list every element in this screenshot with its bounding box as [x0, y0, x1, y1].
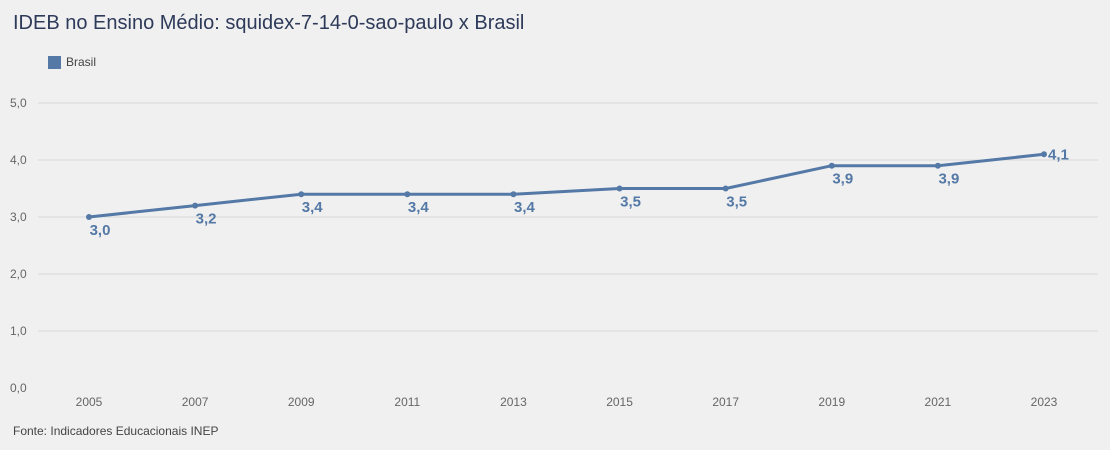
x-tick-label: 2019 [818, 395, 845, 409]
x-tick-label: 2015 [606, 395, 633, 409]
x-tick-label: 2023 [1031, 395, 1058, 409]
legend-label-brasil: Brasil [66, 55, 97, 69]
x-tick-label: 2013 [500, 395, 527, 409]
data-label: 4,1 [1048, 146, 1069, 163]
data-label: 3,4 [302, 199, 324, 216]
x-tick-label: 2007 [182, 395, 209, 409]
y-tick-label: 4,0 [10, 153, 27, 167]
data-point [298, 191, 305, 198]
data-label: 3,5 [726, 194, 747, 211]
data-label: 3,9 [832, 171, 853, 188]
x-tick-label: 2011 [394, 395, 420, 409]
data-labels: 3,0 3,2 3,4 3,4 3,4 3,5 3,5 3,9 3,9 4,1 [90, 146, 1069, 239]
x-tick-label: 2005 [76, 395, 103, 409]
legend-swatch-brasil [48, 55, 61, 69]
x-tick-label: 2017 [712, 395, 739, 409]
data-point [192, 202, 199, 209]
data-point [828, 162, 835, 169]
series-brasil [86, 151, 1047, 220]
x-tick-label: 2009 [288, 395, 315, 409]
data-point [510, 191, 517, 198]
x-tick-label: 2021 [925, 395, 952, 409]
y-tick-labels: 0,0 1,0 2,0 3,0 4,0 5,0 [10, 96, 27, 395]
y-tick-label: 0,0 [10, 381, 27, 395]
data-label: 3,4 [408, 199, 430, 216]
data-point [1041, 151, 1047, 158]
y-tick-label: 1,0 [10, 324, 27, 338]
legend: Brasil [48, 55, 96, 69]
data-point [616, 185, 623, 192]
series-line [88, 152, 1045, 219]
data-label: 3,4 [514, 199, 536, 216]
y-tick-label: 2,0 [10, 267, 27, 281]
data-point [722, 185, 729, 192]
y-tick-label: 5,0 [10, 96, 27, 110]
chart-title: IDEB no Ensino Médio: squidex-7-14-0-sao… [13, 12, 525, 34]
y-tick-label: 3,0 [10, 210, 27, 224]
data-label: 3,5 [620, 194, 641, 211]
data-point [404, 191, 411, 198]
data-label: 3,0 [90, 222, 111, 239]
data-point [934, 162, 941, 169]
data-label: 3,2 [196, 211, 217, 228]
data-label: 3,9 [938, 171, 959, 188]
grid-lines [38, 102, 1098, 332]
source-note: Fonte: Indicadores Educacionais INEP [13, 424, 219, 438]
data-point [86, 214, 92, 220]
x-tick-labels: 2005 2007 2009 2011 2013 2015 2017 2019 2021 2023 [76, 395, 1058, 409]
